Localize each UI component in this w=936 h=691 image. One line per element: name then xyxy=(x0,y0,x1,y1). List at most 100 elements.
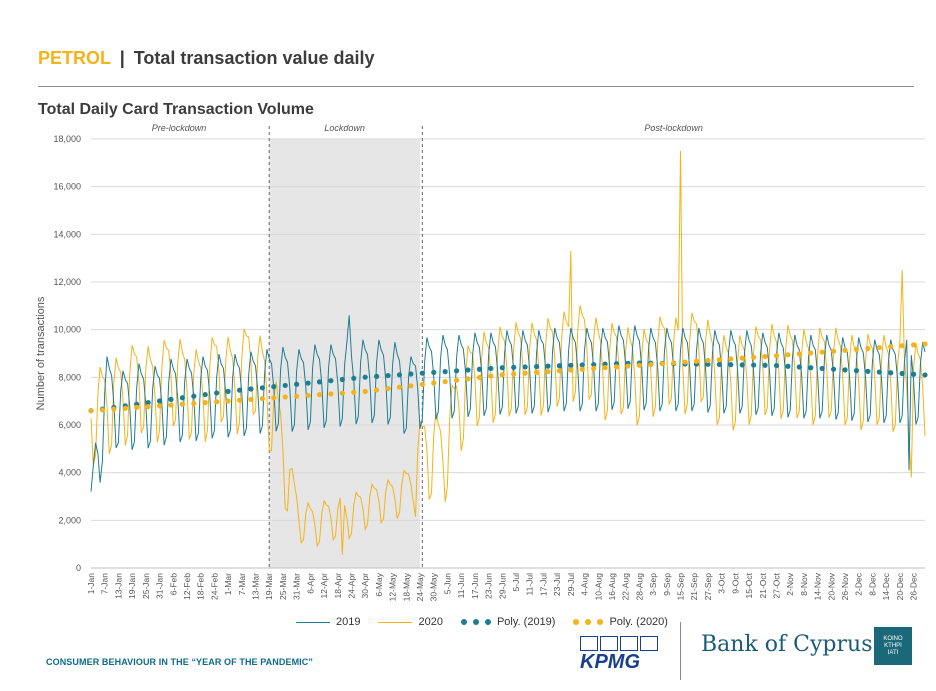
trend-dot xyxy=(648,361,654,368)
legend-label-poly-2019: Poly. (2019) xyxy=(496,616,556,628)
trend-dot xyxy=(385,372,391,379)
trend-dot xyxy=(225,388,231,394)
trend-dot xyxy=(236,397,243,403)
x-tick-label: 30-May xyxy=(429,572,439,601)
trend-dot xyxy=(408,371,414,377)
y-tick-label: 16,000 xyxy=(53,182,81,192)
x-tick-label: 12-Apr xyxy=(319,573,329,599)
x-tick-label: 30-Apr xyxy=(360,573,370,599)
trend-dot xyxy=(374,387,380,393)
x-tick-label: 29-Jul xyxy=(566,573,576,596)
x-tick-label: 11-Jul xyxy=(525,573,535,596)
trend-dot xyxy=(579,366,585,372)
trend-dot xyxy=(910,371,917,377)
trend-dot xyxy=(282,382,288,389)
x-tick-label: 5-Jul xyxy=(511,573,521,592)
x-tick-label: 26-Nov xyxy=(840,572,850,600)
trend-dot xyxy=(796,351,802,357)
legend-label-poly-2020: Poly. (2020) xyxy=(609,616,668,628)
page-header: PETROL | Total transaction value daily xyxy=(38,48,375,69)
trend-dot xyxy=(751,354,757,360)
trend-dot xyxy=(922,341,928,347)
legend-label-2020: 2020 xyxy=(418,616,443,628)
series-line-2020 xyxy=(90,150,926,555)
x-tick-label: 25-Jan xyxy=(141,573,151,599)
trend-dot xyxy=(728,356,734,362)
y-tick-label: 0 xyxy=(76,563,81,573)
trend-dot xyxy=(533,363,540,370)
trend-dot xyxy=(751,362,757,368)
x-tick-label: 23-Jun xyxy=(484,573,494,599)
chart-title: Total Daily Card Transaction Volume xyxy=(38,101,314,118)
trend-dot xyxy=(785,363,791,369)
y-tick-label: 14,000 xyxy=(53,229,81,239)
trend-dot xyxy=(431,369,437,376)
x-tick-label: 13-Mar xyxy=(251,573,261,600)
trend-dot xyxy=(876,344,882,351)
trend-dot xyxy=(556,368,563,374)
trend-dot xyxy=(522,370,528,376)
trend-dot xyxy=(202,400,208,406)
trend-dot xyxy=(225,398,231,404)
trend-dots-2020 xyxy=(88,341,928,414)
trend-dot xyxy=(899,370,905,377)
trend-dot xyxy=(865,345,871,352)
trend-dot xyxy=(328,378,334,384)
trend-dot xyxy=(511,364,517,370)
x-tick-label: 24-May xyxy=(415,572,425,601)
trend-dot xyxy=(453,377,460,383)
chart-legend: 2019 2020 Poly. (2019) Poly. (2020) xyxy=(296,616,668,628)
seal-line-3: ΙΑΤΙ xyxy=(887,649,899,656)
trend-dot xyxy=(396,372,403,378)
trend-dot xyxy=(842,367,848,373)
trend-dot xyxy=(179,395,185,401)
trend-dot xyxy=(910,342,917,348)
trend-dot xyxy=(419,370,425,376)
trend-dot xyxy=(842,347,848,353)
trend-dot xyxy=(122,405,128,411)
trend-dot xyxy=(831,366,837,372)
trend-dot xyxy=(739,355,745,361)
trend-dot xyxy=(499,372,505,378)
trend-dot xyxy=(488,373,494,379)
x-tick-label: 11-Jun xyxy=(456,573,466,599)
header-keyword: PETROL xyxy=(38,48,111,68)
y-tick-label: 18,000 xyxy=(53,134,81,144)
trend-dot xyxy=(488,365,494,372)
trend-dot xyxy=(773,362,780,369)
seal-line-2: KTHPI xyxy=(884,642,902,649)
x-tick-label: 2-Dec xyxy=(854,572,864,595)
y-tick-label: 8,000 xyxy=(58,372,81,382)
x-tick-label: 21-Oct xyxy=(758,572,768,598)
bank-of-cyprus-seal-icon: KOINO KTHPI ΙΑΤΙ xyxy=(874,627,912,665)
trend-dot xyxy=(271,395,277,401)
trend-dot xyxy=(579,362,585,368)
trend-dot xyxy=(888,344,894,350)
trend-dot xyxy=(99,407,106,413)
x-tick-label: 1-Mar xyxy=(223,573,233,595)
trend-dot xyxy=(762,353,768,360)
x-tick-label: 17-Jul xyxy=(538,573,548,596)
x-tick-label: 20-Dec xyxy=(895,572,905,600)
trend-dot xyxy=(191,393,197,399)
x-tick-label: 24-Apr xyxy=(346,573,356,599)
x-tick-label: 8-Dec xyxy=(867,572,877,595)
legend-swatch-poly-2020 xyxy=(573,619,604,625)
y-tick-label: 12,000 xyxy=(53,277,81,287)
trend-dot xyxy=(716,361,722,368)
trend-dot xyxy=(202,391,208,398)
trend-dot xyxy=(248,396,254,403)
trend-dot xyxy=(351,375,357,381)
x-tick-label: 14-Dec xyxy=(881,572,891,600)
trend-dot xyxy=(168,402,174,408)
trend-dot xyxy=(865,368,871,374)
x-tick-label: 3-Sep xyxy=(648,573,658,596)
trend-dot xyxy=(362,374,368,380)
trend-dot xyxy=(294,393,300,399)
y-axis-label: Number of transactions xyxy=(35,296,47,410)
x-tick-label: 7-Jan xyxy=(100,573,110,595)
trend-dot xyxy=(362,388,368,394)
trend-dot xyxy=(442,369,448,375)
trend-dot xyxy=(168,396,174,402)
x-tick-label: 23-Jul xyxy=(552,573,562,596)
